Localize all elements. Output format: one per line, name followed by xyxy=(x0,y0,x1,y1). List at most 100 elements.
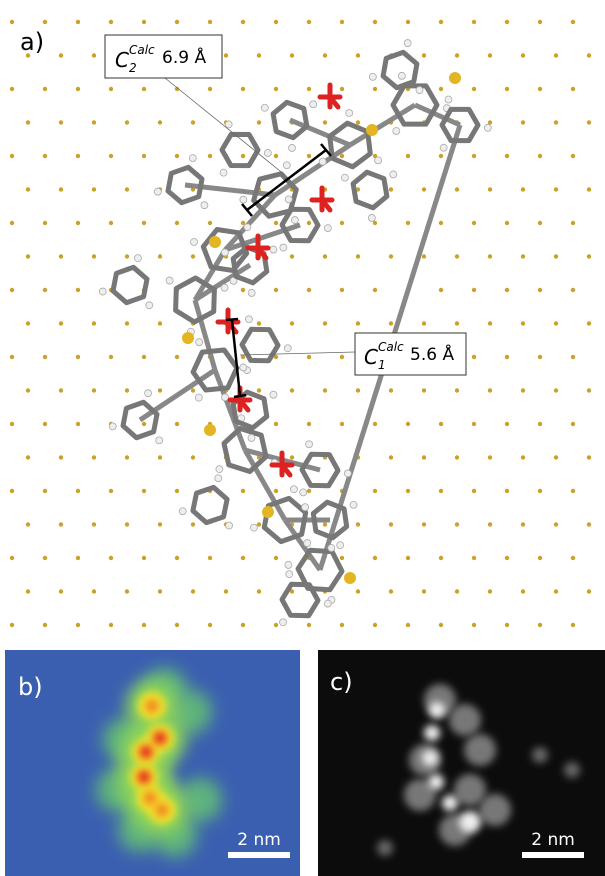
lattice-dot xyxy=(340,556,344,560)
glow xyxy=(377,840,393,856)
lattice-dot xyxy=(455,187,459,191)
lattice-dot xyxy=(587,187,591,191)
lattice-dot xyxy=(406,154,410,158)
hydrogen xyxy=(306,441,313,448)
lattice-dot xyxy=(340,20,344,24)
lattice-dot xyxy=(406,20,410,24)
lattice-dot xyxy=(571,288,575,292)
lattice-dot xyxy=(538,87,542,91)
lattice-dot xyxy=(488,321,492,325)
lattice-dot xyxy=(158,589,162,593)
lattice-dot xyxy=(422,455,426,459)
lattice-dot xyxy=(538,355,542,359)
hydrogen xyxy=(245,316,252,323)
hydrogen xyxy=(222,394,229,401)
lattice-dot xyxy=(142,20,146,24)
lattice-dot xyxy=(571,623,575,627)
lattice-dot xyxy=(158,522,162,526)
lattice-dot xyxy=(241,355,245,359)
lattice-dot xyxy=(455,589,459,593)
lattice-dot xyxy=(587,522,591,526)
lattice-dot xyxy=(290,254,294,258)
lattice-dot xyxy=(92,187,96,191)
sulfur xyxy=(204,424,216,436)
lattice-dot xyxy=(76,221,80,225)
lattice-dot xyxy=(142,221,146,225)
core xyxy=(145,699,159,713)
hydrogen xyxy=(398,72,405,79)
lattice-dot xyxy=(505,154,509,158)
lattice-dot xyxy=(175,355,179,359)
lattice-dot xyxy=(505,422,509,426)
hydrogen xyxy=(290,486,297,493)
lattice-dot xyxy=(10,489,14,493)
hydrogen xyxy=(344,470,351,477)
glow xyxy=(449,704,481,736)
lattice-dot xyxy=(191,120,195,124)
lattice-dot xyxy=(274,489,278,493)
lattice-dot xyxy=(538,556,542,560)
lattice-dot xyxy=(571,556,575,560)
lattice-dot xyxy=(406,422,410,426)
sulfur xyxy=(366,124,378,136)
lattice-dot xyxy=(109,489,113,493)
hydrogen xyxy=(328,544,335,551)
lattice-dot xyxy=(488,455,492,459)
hydrogen xyxy=(280,619,287,626)
panel-label: a) xyxy=(20,28,44,56)
lattice-dot xyxy=(59,53,63,57)
lattice-dot xyxy=(307,20,311,24)
lattice-dot xyxy=(290,455,294,459)
lattice-dot xyxy=(76,288,80,292)
lattice-dot xyxy=(472,20,476,24)
lattice-dot xyxy=(10,20,14,24)
lattice-dot xyxy=(76,154,80,158)
lattice-dot xyxy=(26,254,30,258)
lattice-dot xyxy=(26,321,30,325)
lattice-dot xyxy=(472,221,476,225)
lattice-dot xyxy=(26,589,30,593)
lattice-dot xyxy=(43,489,47,493)
lattice-dot xyxy=(307,154,311,158)
figure: CCalc26.9 Å CCalc15.6 Å a) b) 2 nm c) 2 … xyxy=(0,0,605,876)
lattice-dot xyxy=(241,489,245,493)
hydrogen xyxy=(220,169,227,176)
lattice-dot xyxy=(59,589,63,593)
lattice-dot xyxy=(554,589,558,593)
hydrogen xyxy=(369,73,376,80)
lattice-dot xyxy=(422,254,426,258)
lattice-dot xyxy=(340,623,344,627)
lattice-dot xyxy=(158,254,162,258)
lattice-dot xyxy=(307,422,311,426)
core xyxy=(155,803,169,817)
lattice-dot xyxy=(274,20,278,24)
lattice-dot xyxy=(241,20,245,24)
lattice-dot xyxy=(76,422,80,426)
lattice-dot xyxy=(125,388,129,392)
lattice-dot xyxy=(472,422,476,426)
core xyxy=(139,745,153,759)
lattice-dot xyxy=(125,120,129,124)
lattice-dot xyxy=(125,522,129,526)
lattice-dot xyxy=(43,20,47,24)
lattice-dot xyxy=(175,154,179,158)
lattice-dot xyxy=(290,53,294,57)
atom xyxy=(442,795,458,811)
lattice-dot xyxy=(488,388,492,392)
lattice-dot xyxy=(356,388,360,392)
hydrogen xyxy=(154,188,161,195)
lattice-dot xyxy=(422,187,426,191)
lattice-dot xyxy=(10,288,14,292)
hydrogen xyxy=(225,121,232,128)
lattice-dot xyxy=(109,20,113,24)
lattice-dot xyxy=(554,53,558,57)
hydrogen xyxy=(404,40,411,47)
lattice-dot xyxy=(10,154,14,158)
lattice-dot xyxy=(10,87,14,91)
lattice-dot xyxy=(554,187,558,191)
hydrogen xyxy=(134,255,141,262)
lattice-dot xyxy=(455,455,459,459)
atom xyxy=(424,725,440,741)
lattice-dot xyxy=(538,489,542,493)
hydrogen xyxy=(179,508,186,515)
